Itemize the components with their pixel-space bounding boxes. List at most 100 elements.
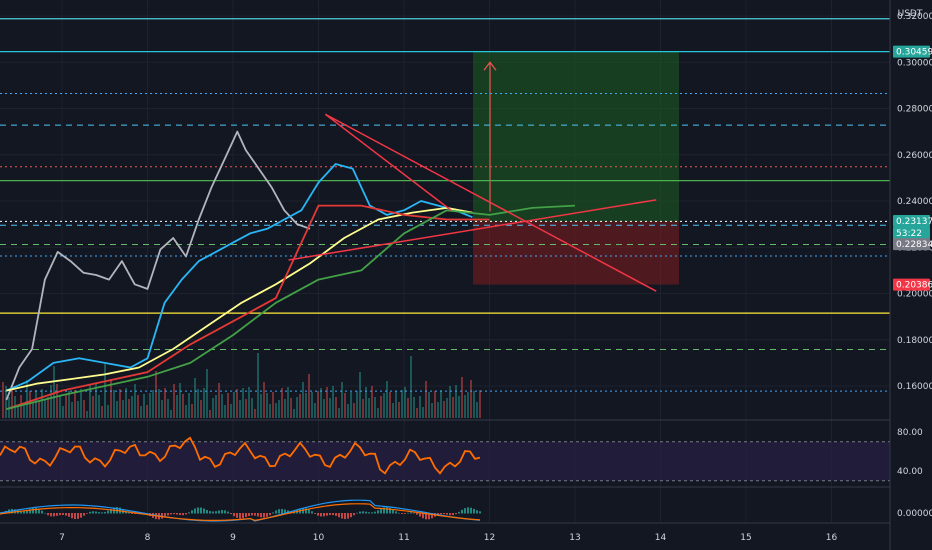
triangle-edge[interactable] [324,113,452,211]
macd-histogram-bar [71,513,73,519]
macd-histogram-bar [83,513,85,516]
macd-histogram-bar [326,513,328,516]
volume-bar [110,379,112,418]
macd-histogram-bar [80,513,82,518]
long-target-zone[interactable] [473,51,679,222]
volume-bar [89,385,91,418]
macd-histogram-bar [185,513,187,515]
macd-histogram-bar [20,510,22,514]
volume-bar [257,353,259,418]
volume-bar [17,407,19,418]
macd-histogram-bar [95,511,97,514]
price-tags: 0.30459 0.23137 53:220.22834 0.20386 [893,45,932,291]
volume-bar [404,387,406,418]
macd-histogram-bar [206,509,208,514]
macd-histogram-bar [239,513,241,519]
volume-bar [59,395,61,418]
volume-bar [107,405,109,418]
volume-bar [371,386,373,418]
volume-bar [29,391,31,418]
volume-bar [311,392,313,418]
time-tick-label: 9 [230,533,236,543]
volume-bar [11,385,13,418]
price-tick-label: 0.28000 [897,105,932,115]
macd-histogram-bar [68,513,70,517]
horizontal-lines[interactable] [0,18,890,392]
volume-bar [290,398,292,418]
volume-bar [425,381,427,418]
target-arrow-head[interactable] [483,61,497,71]
price-series-line [6,204,576,410]
macd-histogram-bar [392,509,394,514]
macd-histogram-bar [383,507,385,514]
rsi-tick-label: 80.00 [897,428,923,438]
macd-histogram-bar [311,511,313,514]
volume-bar [194,378,196,418]
time-tick-label: 15 [740,533,751,543]
trend-drawings[interactable] [288,113,657,292]
volume-bar [224,405,226,418]
volume-bar [320,388,322,418]
volume-bar [278,400,280,418]
volume-bar [281,388,283,418]
time-tick-label: 12 [484,533,495,543]
macd-histogram-bar [173,513,175,515]
volume-bar [80,389,82,418]
volume-bar [191,404,193,418]
volume-bar [149,393,151,418]
volume-bar [467,392,469,418]
volume-bar [158,389,160,418]
volume-bar [221,394,223,418]
time-tick-label: 8 [145,533,151,543]
rsi-tick-label: 40.00 [897,467,923,477]
price-axis[interactable]: 0.320000.300000.280000.260000.240000.220… [897,12,932,519]
macd-histogram-bar [431,513,433,519]
macd-histogram-bar [47,513,49,516]
trend-line[interactable] [288,199,657,261]
volume-bar [50,385,52,418]
volume-bar [380,396,382,418]
macd-histogram-bar [425,513,427,520]
volume-bar [95,384,97,418]
volume-bar [167,399,169,418]
macd-histogram-bar [194,508,196,514]
position-zones[interactable] [473,51,679,285]
volume-bar [128,399,130,418]
volume-bar [338,408,340,418]
volume-bar [272,392,274,418]
volume-bar [179,383,181,418]
price-series [5,130,576,410]
time-axis[interactable]: 7 8 9 10 11 12 13 14 15 16 [59,533,837,543]
macd-histogram-bar [29,509,31,514]
macd-histogram-bar [209,511,211,514]
macd-histogram-bar [377,510,379,514]
volume-bar [461,377,463,418]
macd-histogram-bar [53,513,55,517]
rsi-band [0,441,890,481]
volume-bar [353,403,355,418]
macd-histogram-bar [227,511,229,514]
macd-histogram-bar [248,513,250,516]
volume-bar [92,396,94,418]
macd-histogram-bar [419,513,421,517]
volume-bar [470,380,472,418]
macd-histogram-bar [32,508,34,514]
volume-bar [416,408,418,418]
macd-histogram-bar [23,510,25,514]
volume-bar [296,397,298,418]
volume-bar [449,386,451,418]
volume-bar [161,400,163,418]
volume-bar [170,410,172,418]
macd-histogram-bar [359,511,361,514]
long-stop-zone[interactable] [473,221,679,285]
macd-histogram-bar [59,513,61,516]
macd-histogram-bar [218,510,220,514]
trend-line[interactable] [324,113,657,292]
macd-histogram-bar [458,511,460,514]
volume-bar [71,402,73,418]
macd-histogram-bar [452,513,454,516]
volume-bar [74,390,76,418]
volume-bar [236,389,238,418]
macd-histogram-bar [365,511,367,514]
